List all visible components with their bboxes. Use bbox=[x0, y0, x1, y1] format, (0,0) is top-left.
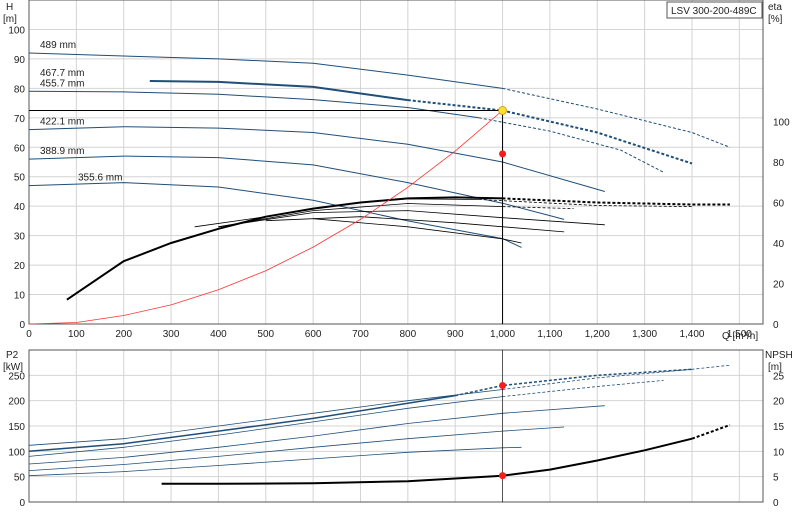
power-curve-solid bbox=[28, 394, 456, 453]
head-curve-solid bbox=[28, 52, 503, 89]
power-curve-dashed bbox=[502, 380, 664, 397]
x-tick-label: 1,400 bbox=[679, 329, 704, 340]
title-box bbox=[666, 1, 763, 19]
y-tick-label: 80 bbox=[14, 84, 26, 95]
y-tick-label: 100 bbox=[8, 25, 25, 36]
y2-tick-label: 60 bbox=[773, 199, 785, 210]
npsh-tick-label: 0 bbox=[773, 498, 779, 509]
head-curve-label: 489 mm bbox=[40, 40, 76, 51]
efficiency-curve-dashed bbox=[478, 199, 693, 207]
x-tick-label: 1,000 bbox=[490, 329, 515, 340]
x-tick-label: 700 bbox=[352, 329, 369, 340]
npsh-axis-label: NPSH bbox=[765, 350, 793, 361]
y2-tick-label: 80 bbox=[773, 158, 785, 169]
head-curve-solid bbox=[28, 90, 479, 119]
y-tick-label: 40 bbox=[14, 202, 26, 213]
head-curve-label: 422.1 mm bbox=[40, 117, 84, 128]
x-tick-label: 1,200 bbox=[585, 329, 610, 340]
x-tick-label: 400 bbox=[210, 329, 227, 340]
power-axis-unit: [kW] bbox=[3, 362, 23, 373]
x-tick-label: 600 bbox=[305, 329, 322, 340]
y-tick-label: 10 bbox=[14, 291, 26, 302]
x-tick-label: 0 bbox=[26, 329, 32, 340]
npsh-tick-label: 15 bbox=[773, 422, 785, 433]
y2-tick-label: 20 bbox=[773, 280, 785, 291]
power-tick-label: 250 bbox=[8, 371, 25, 382]
efficiency-curve-solid bbox=[218, 203, 503, 228]
power-curve-solid bbox=[28, 389, 503, 446]
power-curve-dashed bbox=[502, 364, 730, 390]
head-curve-solid bbox=[149, 80, 408, 102]
top-plot-frame bbox=[28, 0, 764, 325]
duty-point-power-marker bbox=[499, 381, 507, 389]
npsh-axis-unit: [m] bbox=[768, 362, 782, 373]
power-curve-solid bbox=[28, 396, 503, 457]
y-tick-label: 20 bbox=[14, 261, 26, 272]
y2-axis-label: eta bbox=[768, 2, 782, 13]
top-tick-labels: 0 100 200 300 400 500 600 700 800 900 1,000 1,100 1,… bbox=[8, 25, 790, 340]
x-tick-label: 800 bbox=[399, 329, 416, 340]
x-tick-label: 300 bbox=[163, 329, 180, 340]
head-curve-label: 455.7 mm bbox=[40, 78, 84, 89]
y-tick-label: 0 bbox=[19, 320, 25, 331]
power-tick-label: 150 bbox=[8, 422, 25, 433]
x-tick-label: 1,100 bbox=[537, 329, 562, 340]
y-tick-label: 90 bbox=[14, 55, 26, 66]
npsh-tick-label: 20 bbox=[773, 397, 785, 408]
power-curve-solid bbox=[28, 405, 605, 465]
head-curve-label: 467.7 mm bbox=[40, 68, 84, 79]
head-curve-dashed bbox=[502, 87, 731, 148]
y-tick-label: 70 bbox=[14, 114, 26, 125]
y-axis-unit: [m] bbox=[3, 14, 17, 25]
power-tick-label: 200 bbox=[8, 397, 25, 408]
y2-axis-unit: [%] bbox=[768, 14, 783, 25]
duty-point-head-marker bbox=[498, 106, 507, 115]
duty-point-markers bbox=[29, 106, 507, 502]
x-axis-label: Q [m³/h] bbox=[722, 331, 758, 342]
power-curves bbox=[28, 364, 731, 485]
system-curve bbox=[28, 110, 503, 325]
x-tick-label: 1,500 bbox=[727, 329, 752, 340]
x-tick-label: 500 bbox=[257, 329, 274, 340]
top-chart-grid bbox=[28, 0, 764, 325]
bottom-tick-labels: 0 50 100 150 200 250 0 5 10 15 20 25 bbox=[8, 371, 784, 509]
power-curve-dashed bbox=[455, 368, 693, 397]
duty-point-npsh-marker bbox=[499, 472, 507, 480]
y2-tick-label: 0 bbox=[773, 320, 779, 331]
efficiency-curve-solid bbox=[218, 210, 605, 228]
efficiency-curve-dashed bbox=[502, 197, 730, 206]
y-tick-label: 50 bbox=[14, 173, 26, 184]
bottom-plot-frame bbox=[28, 349, 764, 503]
head-curve-dashed bbox=[478, 117, 664, 173]
efficiency-curve-solid bbox=[194, 198, 479, 228]
power-tick-label: 100 bbox=[8, 447, 25, 458]
head-curve-label: 355.6 mm bbox=[78, 173, 122, 184]
chart-title: LSV 300-200-489C bbox=[671, 6, 757, 17]
head-curve-dashed bbox=[407, 99, 693, 165]
power-axis-label: P2 bbox=[6, 350, 19, 361]
x-tick-label: 100 bbox=[68, 329, 85, 340]
power-tick-label: 50 bbox=[14, 473, 26, 484]
y2-tick-label: 100 bbox=[773, 118, 790, 129]
efficiency-curve-solid bbox=[313, 218, 522, 244]
x-tick-label: 1,300 bbox=[632, 329, 657, 340]
power-tick-label: 0 bbox=[19, 498, 25, 509]
y-axis-label: H bbox=[6, 2, 13, 13]
x-tick-label: 200 bbox=[115, 329, 132, 340]
y-tick-label: 60 bbox=[14, 143, 26, 154]
npsh-tick-label: 10 bbox=[773, 447, 785, 458]
npsh-tick-label: 5 bbox=[773, 473, 779, 484]
y-tick-label: 30 bbox=[14, 232, 26, 243]
head-curve-label: 388.9 mm bbox=[40, 146, 84, 157]
npsh-curve-dashed bbox=[691, 424, 731, 440]
head-curve-solid bbox=[28, 155, 565, 220]
npsh-tick-label: 25 bbox=[773, 371, 785, 382]
y2-tick-label: 40 bbox=[773, 239, 785, 250]
x-tick-label: 900 bbox=[447, 329, 464, 340]
duty-point-efficiency-marker bbox=[499, 150, 507, 158]
efficiency-curve-dashed bbox=[502, 206, 574, 209]
